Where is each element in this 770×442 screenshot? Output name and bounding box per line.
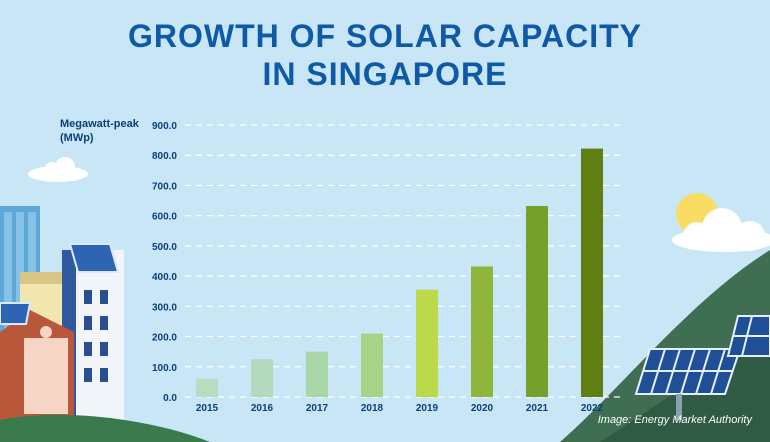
x-tick-label: 2019: [416, 403, 439, 414]
bar-2016: [251, 359, 273, 397]
bar-2015: [196, 378, 218, 397]
chart-title-line2: IN SINGAPORE: [262, 56, 508, 92]
bar-2018: [361, 333, 383, 397]
x-tick-label: 2020: [471, 403, 494, 414]
cloud-icon: [28, 157, 88, 182]
y-tick-label: 800.0: [152, 151, 177, 162]
bar-2022: [581, 148, 603, 397]
y-tick-label: 600.0: [152, 212, 177, 223]
y-axis-label-line2: (MWp): [60, 132, 94, 144]
image-credit: Image: Energy Market Authority: [597, 414, 752, 426]
y-tick-label: 900.0: [152, 121, 177, 132]
y-axis-label-line1: Megawatt-peak: [60, 118, 139, 130]
x-tick-label: 2016: [251, 403, 274, 414]
y-tick-label: 400.0: [152, 272, 177, 283]
y-tick-label: 0.0: [163, 393, 177, 404]
hill: [0, 414, 210, 442]
cloud-icon: [672, 208, 770, 252]
bar-2017: [306, 351, 328, 397]
y-tick-label: 500.0: [152, 242, 177, 253]
y-axis-ticks: 0.0 100.0 200.0 300.0 400.0 500.0 600.0 700.0 80…: [152, 121, 177, 404]
x-tick-label: 2018: [361, 403, 384, 414]
bar-2020: [471, 266, 493, 397]
x-axis-labels: 2015 2016 2017 2018 2019 2020 2021 2022: [196, 403, 604, 414]
x-tick-label: 2017: [306, 403, 329, 414]
scenery: [0, 157, 770, 442]
x-tick-label: 2021: [526, 403, 549, 414]
y-tick-label: 300.0: [152, 302, 177, 313]
y-tick-label: 100.0: [152, 363, 177, 374]
y-tick-label: 200.0: [152, 333, 177, 344]
x-tick-label: 2015: [196, 403, 219, 414]
bar-2021: [526, 205, 548, 397]
solar-panel-icon: [726, 315, 770, 357]
x-tick-label: 2022: [581, 403, 604, 414]
solar-panel-icon: [634, 348, 742, 420]
y-tick-label: 700.0: [152, 181, 177, 192]
building-icon: [0, 302, 74, 422]
bars: [196, 148, 603, 397]
chart-title-line1: GROWTH OF SOLAR CAPACITY: [127, 18, 643, 54]
bar-2019: [416, 289, 438, 397]
grid-lines: [185, 124, 620, 398]
